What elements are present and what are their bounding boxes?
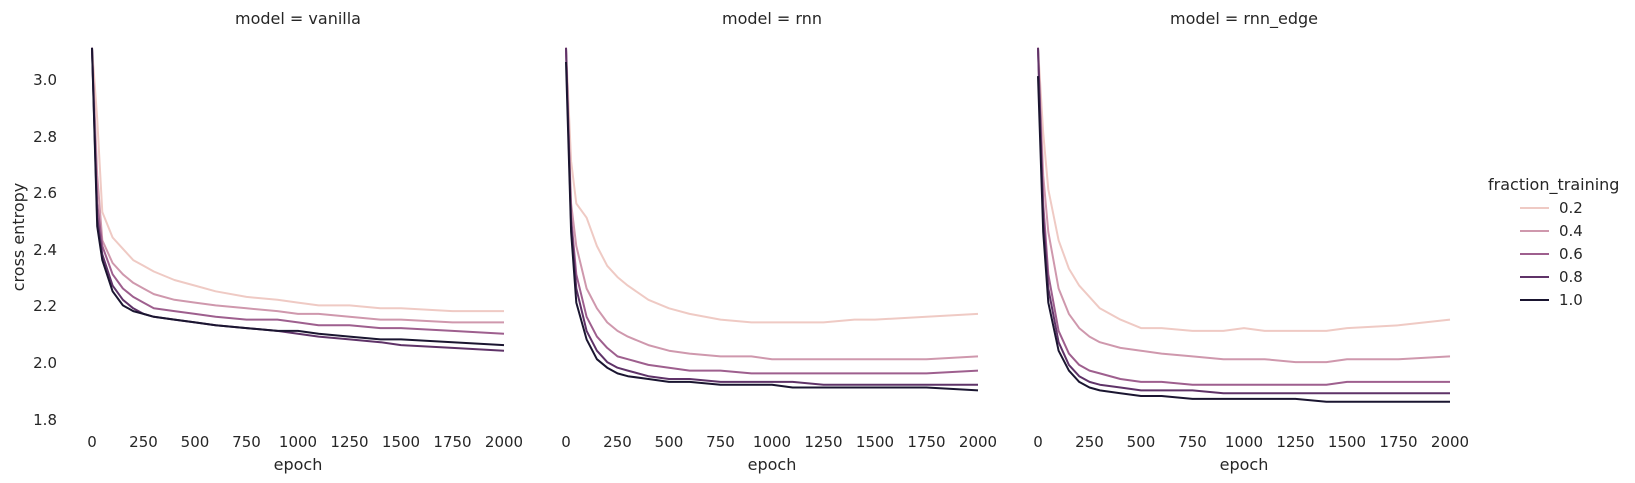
y-tick-label: 2.2 <box>33 297 57 315</box>
x-axis-label: epoch <box>274 455 323 474</box>
x-tick-label: 1250 <box>804 433 842 451</box>
series-line-0.6 <box>91 47 505 335</box>
x-tick-label: 1750 <box>433 433 471 451</box>
series-line-0.6 <box>565 47 979 375</box>
series-line-0.4 <box>565 47 979 361</box>
series-line-0.8 <box>565 47 978 386</box>
x-tick-label: 750 <box>232 433 261 451</box>
legend: fraction_training 0.2 0.4 0.6 0.8 1.0 <box>1488 175 1619 309</box>
legend-label-0.6: 0.6 <box>1559 245 1583 263</box>
facet-rnn-edge: model = rnn_edge 0 250 500 750 1000 1250… <box>1033 9 1469 474</box>
x-tick-label: 1750 <box>907 433 945 451</box>
series-line-0.8 <box>1037 47 1450 395</box>
legend-label-0.4: 0.4 <box>1559 222 1583 240</box>
series-line-0.8 <box>91 47 505 352</box>
series-line-1.0 <box>91 47 505 347</box>
plot-area-rnn <box>565 47 979 392</box>
plot-area-vanilla <box>91 47 505 352</box>
x-axis: 0 250 500 750 1000 1250 1500 1750 2000 e… <box>561 433 997 474</box>
x-axis-label: epoch <box>748 455 797 474</box>
series-line-0.6 <box>1037 47 1450 386</box>
series-line-0.2 <box>565 47 979 324</box>
series-line-1.0 <box>1037 76 1450 403</box>
x-tick-label: 2000 <box>485 433 523 451</box>
series-line-0.4 <box>1037 47 1451 364</box>
x-tick-label: 2000 <box>959 433 997 451</box>
x-tick-label: 1000 <box>753 433 791 451</box>
plot-area-rnn-edge <box>1037 47 1451 403</box>
x-tick-label: 1250 <box>330 433 368 451</box>
x-axis-label: epoch <box>1220 455 1269 474</box>
x-tick-label: 0 <box>87 433 97 451</box>
x-tick-label: 1000 <box>1225 433 1263 451</box>
facet-title-rnn-edge: model = rnn_edge <box>1170 9 1318 29</box>
x-tick-label: 1500 <box>1328 433 1366 451</box>
y-axis-label: cross entropy <box>9 183 28 291</box>
facet-vanilla: model = vanilla cross entropy 1.8 2.0 2.… <box>9 9 523 474</box>
series-line-0.2 <box>91 47 504 313</box>
x-tick-label: 500 <box>181 433 210 451</box>
y-tick-label: 2.0 <box>33 354 57 372</box>
x-tick-label: 500 <box>655 433 684 451</box>
x-tick-label: 500 <box>1127 433 1156 451</box>
facet-rnn: model = rnn 0 250 500 750 1000 1250 1500… <box>561 9 997 474</box>
x-tick-label: 750 <box>706 433 735 451</box>
x-tick-label: 1250 <box>1276 433 1314 451</box>
series-line-0.2 <box>1037 47 1451 332</box>
y-tick-label: 1.8 <box>33 411 57 429</box>
legend-label-0.8: 0.8 <box>1559 268 1583 286</box>
facet-title-rnn: model = rnn <box>722 9 822 28</box>
x-tick-label: 2000 <box>1431 433 1469 451</box>
x-tick-label: 1500 <box>856 433 894 451</box>
legend-label-0.2: 0.2 <box>1559 199 1583 217</box>
x-tick-label: 250 <box>1075 433 1104 451</box>
series-line-1.0 <box>565 61 979 392</box>
x-tick-label: 0 <box>1033 433 1043 451</box>
x-tick-label: 750 <box>1178 433 1207 451</box>
facet-title-vanilla: model = vanilla <box>235 9 361 28</box>
x-axis: 0 250 500 750 1000 1250 1500 1750 2000 e… <box>87 433 523 474</box>
x-tick-label: 0 <box>561 433 571 451</box>
legend-label-1.0: 1.0 <box>1559 291 1583 309</box>
x-tick-label: 1500 <box>382 433 420 451</box>
y-tick-label: 2.8 <box>33 128 57 146</box>
y-axis: cross entropy 1.8 2.0 2.2 2.4 2.6 2.8 3.… <box>9 71 57 429</box>
x-tick-label: 1750 <box>1379 433 1417 451</box>
y-tick-label: 2.4 <box>33 241 57 259</box>
x-tick-label: 250 <box>129 433 158 451</box>
y-tick-label: 3.0 <box>33 71 57 89</box>
x-tick-label: 250 <box>603 433 632 451</box>
y-tick-label: 2.6 <box>33 184 57 202</box>
series-line-0.4 <box>91 47 504 324</box>
legend-title: fraction_training <box>1488 175 1619 195</box>
x-axis: 0 250 500 750 1000 1250 1500 1750 2000 e… <box>1033 433 1469 474</box>
x-tick-label: 1000 <box>279 433 317 451</box>
